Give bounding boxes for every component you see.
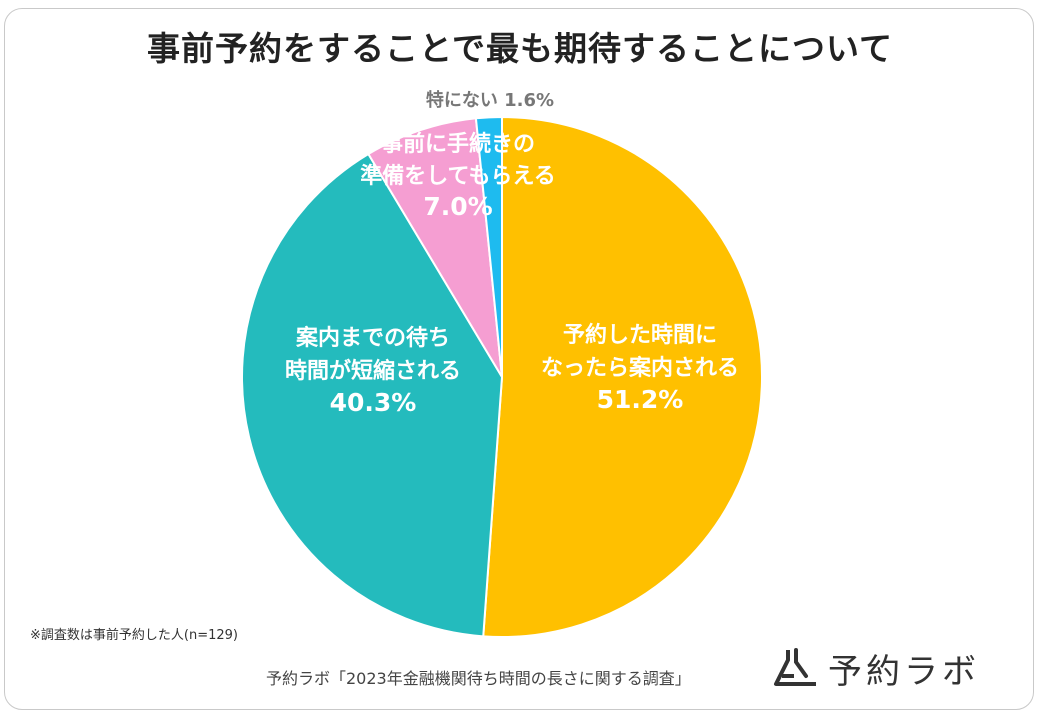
slice-label-3: 事前に手続きの準備をしてもらえる 7.0% <box>360 131 556 221</box>
slice-label-4: 特にない 1.6% <box>426 89 554 111</box>
chart-title: 事前予約をすることで最も期待することについて <box>146 29 894 68</box>
pie-slice-3 <box>366 117 503 378</box>
logo-text: 予約ラボ <box>828 651 980 692</box>
slice-label-1: 予約した時間になったら案内される 51.2% <box>541 322 739 414</box>
slice-label-2: 案内までの待ち時間が短縮される 40.3% <box>285 325 461 417</box>
flask-icon <box>774 648 816 686</box>
logo: 予約ラボ <box>772 646 980 692</box>
pie-slice-1 <box>482 115 763 638</box>
survey-note: ※調査数は事前予約した人(n=129) <box>30 628 238 643</box>
pie-slice-4 <box>474 115 503 378</box>
pie-slice-2 <box>241 152 504 638</box>
source-caption: 予約ラボ「2023年金融機関待ち時間の長さに関する調査」 <box>266 669 691 688</box>
